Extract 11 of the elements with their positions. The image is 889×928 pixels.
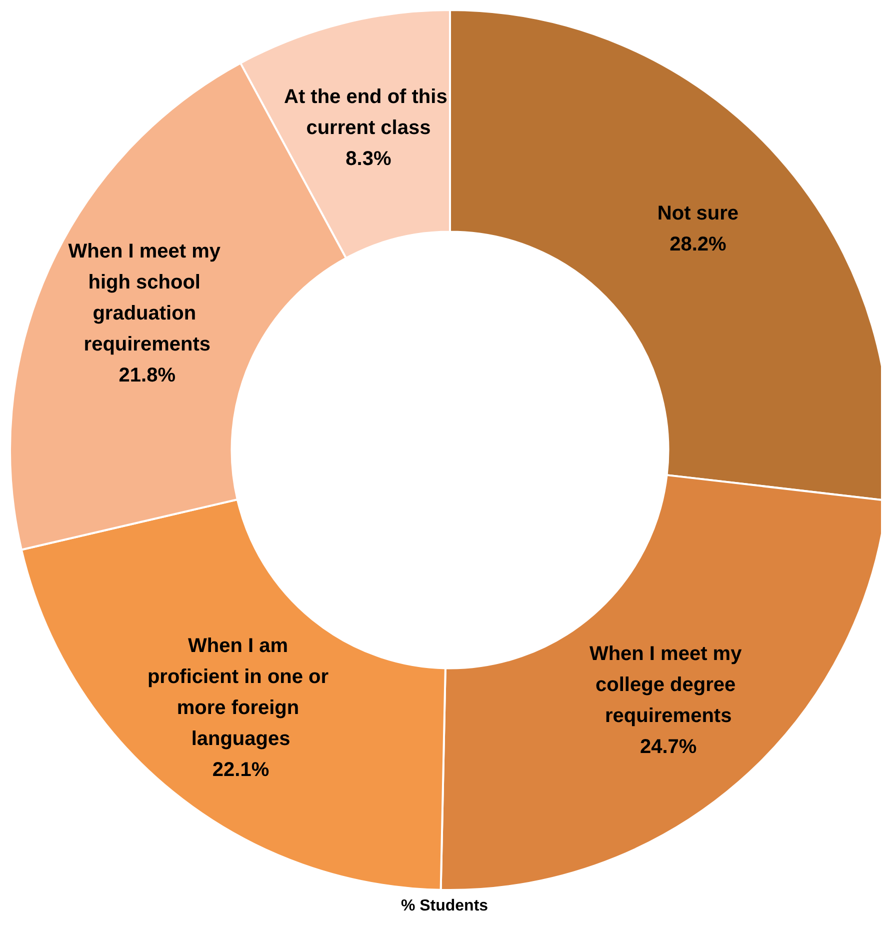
text: % Students [400, 898, 488, 914]
slice-label: When I am proficient in one or more foreign languages [147, 634, 334, 750]
data-label: 21.8% [118, 364, 176, 387]
data-label: 24.7% [640, 736, 697, 758]
data-label: 8.3% [346, 148, 392, 170]
data-label: 22.1% [212, 758, 270, 781]
slice-label: Not sure [657, 202, 739, 225]
slice-label: When I meet my high school graduation requirements [68, 240, 226, 356]
slice-label: At the end of this current class [284, 86, 453, 140]
data-label: 28.2% [670, 234, 727, 256]
slice-label: When I meet my college degree requirements [589, 642, 748, 727]
